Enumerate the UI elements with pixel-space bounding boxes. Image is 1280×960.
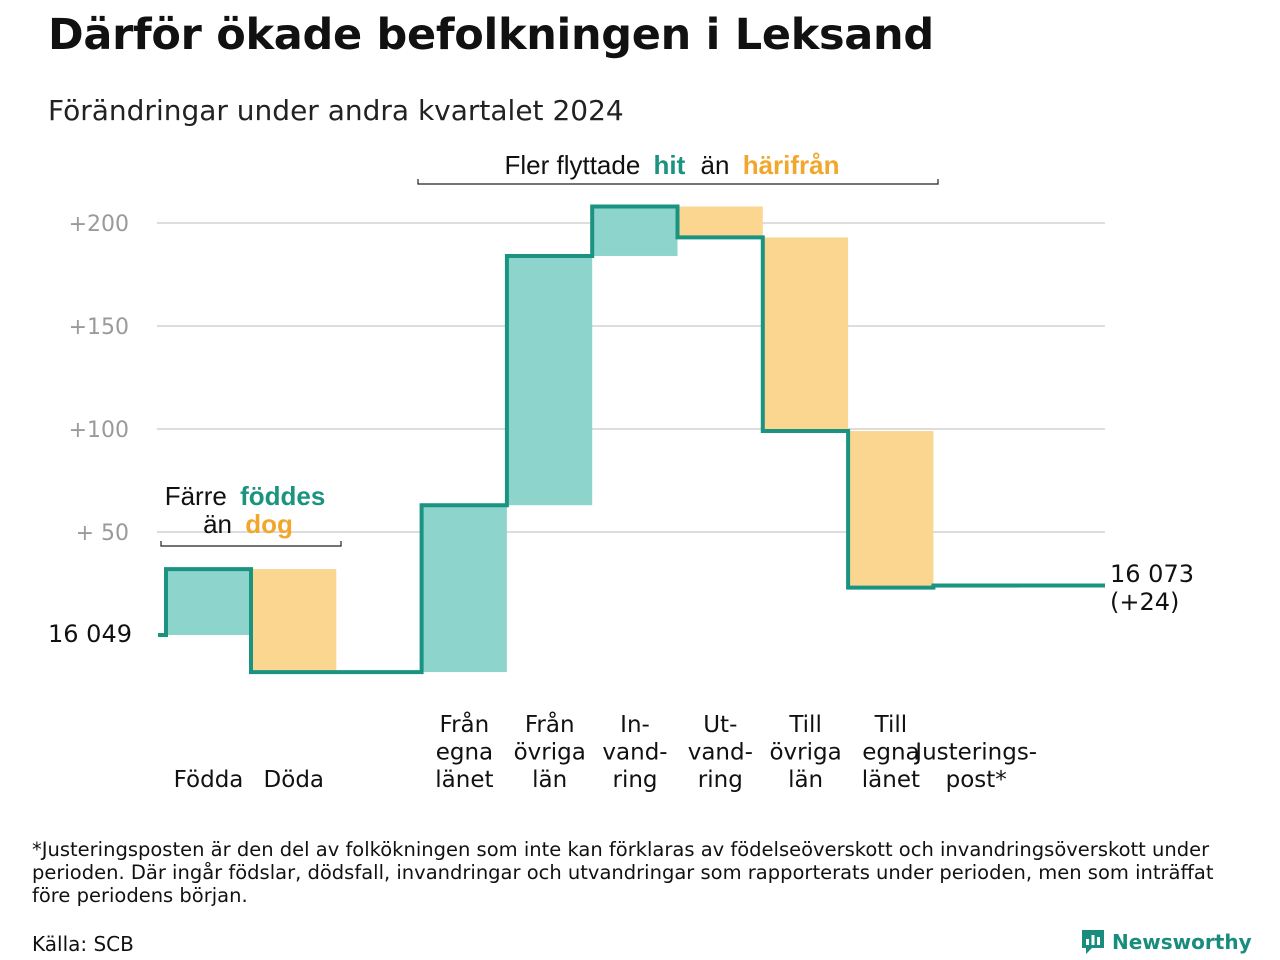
footnote: *Justeringsposten är den del av folkökni… — [32, 838, 1214, 907]
brand-logo: Newsworthy — [1080, 928, 1252, 956]
start-value-label: 16 049 — [48, 620, 132, 648]
waterfall-chart: +200+150+100+ 50 Födda DödaFrånegnalänetF… — [48, 150, 1194, 793]
annotation-top: Fler flyttade hit än härifrån — [504, 150, 839, 180]
chart-subtitle: Förändringar under andra kvartalet 2024 — [48, 94, 624, 127]
category-label-9-1: post* — [946, 767, 1007, 793]
bar-step-3 — [421, 505, 507, 673]
bar-step-5 — [592, 206, 678, 256]
category-label-6-2: ring — [698, 767, 743, 793]
annotation-left-line2: än dog — [203, 509, 293, 539]
annotation-left-bracket — [160, 541, 342, 547]
category-label-0-0: Födda — [174, 767, 244, 793]
y-tick-label-50: + 50 — [76, 521, 129, 546]
category-label-5-2: ring — [612, 767, 657, 793]
category-label-4-0: Från — [525, 710, 575, 738]
category-label-8-0: Till — [874, 712, 908, 738]
annotation-top-text2: än — [701, 150, 730, 180]
category-label-7-2: län — [788, 767, 823, 793]
category-label-3-2: länet — [435, 767, 493, 793]
category-label-8-2: länet — [862, 767, 920, 793]
grid-layer: +200 +150 +100 + 50 — [69, 212, 1105, 546]
annotation-left-dog: dog — [245, 509, 293, 539]
bar-step-6 — [677, 206, 763, 238]
bar-step-0 — [166, 569, 251, 635]
cumulative-step-line — [158, 204, 1105, 675]
category-label-5-1: vand- — [602, 740, 667, 766]
annotation-left-line1: Färre föddes — [165, 481, 326, 511]
annotation-left-foddes: föddes — [240, 481, 325, 511]
end-change-label: (+24) — [1110, 588, 1179, 616]
source-label: Källa: SCB — [32, 932, 134, 956]
annotation-top-hit: hit — [654, 150, 686, 180]
category-label-6-1: vand- — [688, 740, 753, 766]
category-label-4-2: län — [532, 767, 567, 793]
category-label-3-1: egna — [436, 740, 493, 766]
y-tick-label-100: +100 — [69, 418, 129, 443]
annotation-top-text1: Fler flyttade — [504, 150, 640, 180]
y-tick-label-150: +150 — [69, 315, 129, 340]
newsworthy-logo-icon — [1082, 930, 1104, 954]
line-layer — [158, 204, 1105, 675]
category-label-6-0: Ut- — [703, 712, 737, 738]
bar-step-7 — [763, 237, 849, 432]
category-label-7-0: Till — [788, 712, 822, 738]
brand-name: Newsworthy — [1112, 930, 1252, 954]
bar-step-8 — [848, 431, 934, 588]
category-label-9-0: Justerings- — [913, 740, 1037, 766]
category-label-8-1: egna — [862, 740, 919, 766]
annotation-top-harifran: härifrån — [743, 150, 840, 180]
bar-step-4 — [507, 255, 593, 506]
category-label-7-1: övriga — [769, 740, 841, 766]
category-label-3-0: Från — [440, 710, 490, 738]
annotation-top-bracket — [417, 179, 939, 185]
chart-title: Därför ökade befolkningen i Leksand — [48, 10, 934, 60]
y-tick-label-200: +200 — [69, 212, 129, 237]
label-layer: Födda DödaFrånegnalänetFrånövrigalänIn-va… — [48, 560, 1194, 793]
category-label-1-0: Döda — [264, 767, 324, 793]
annotation-left-farre: Färre — [165, 481, 227, 511]
bar-layer — [166, 206, 1019, 673]
end-value-label: 16 073 — [1110, 560, 1194, 588]
annotation-left-an: än — [203, 509, 232, 539]
category-label-5-0: In- — [620, 712, 650, 738]
bar-step-1 — [251, 569, 337, 673]
category-label-4-1: övriga — [514, 740, 586, 766]
